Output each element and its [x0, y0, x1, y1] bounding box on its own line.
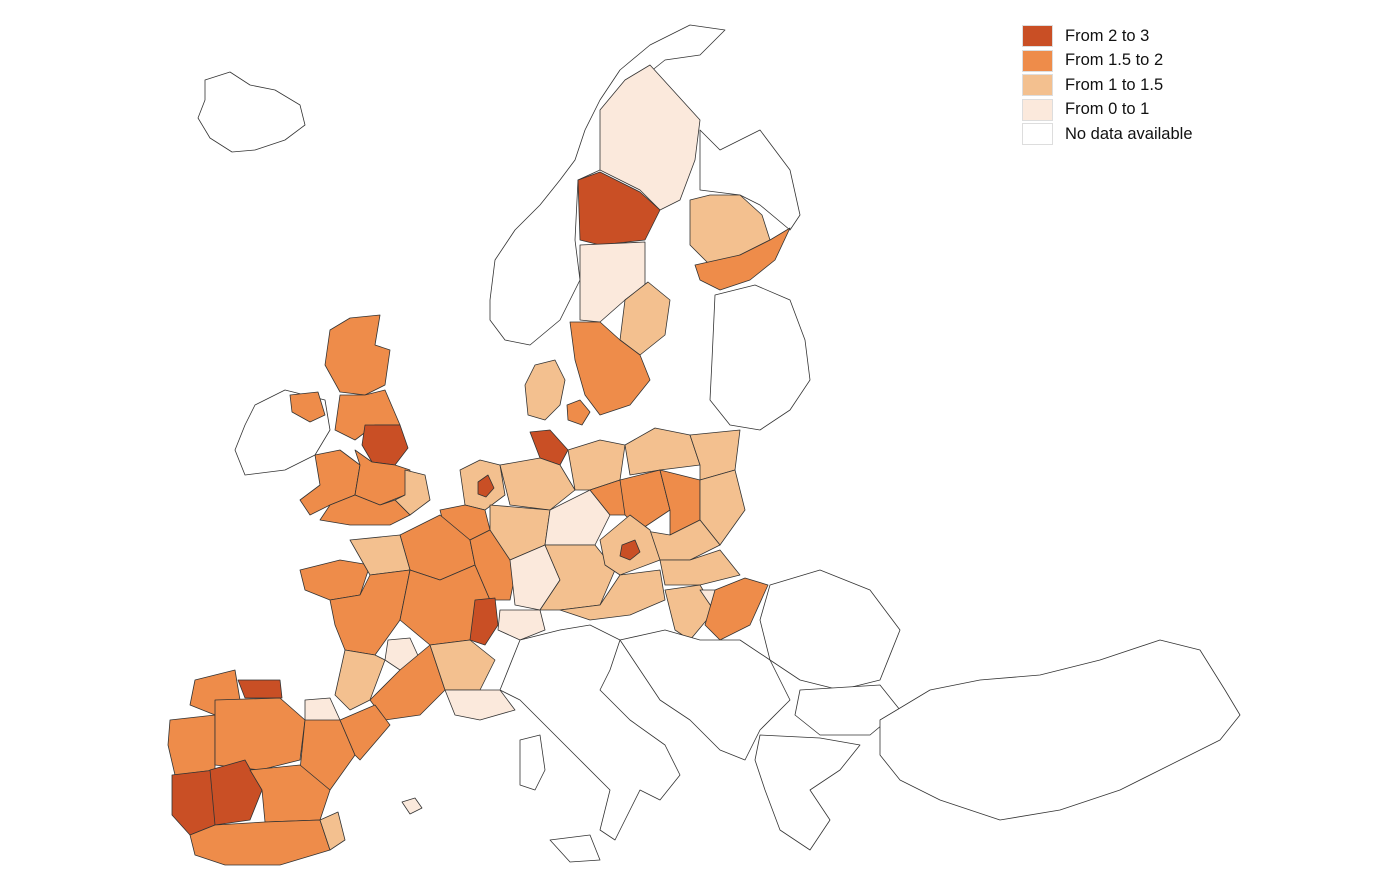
region-lisbon: [171, 769, 216, 836]
region-turkey: [879, 639, 1241, 821]
legend-label: From 0 to 1: [1065, 100, 1150, 119]
region-northeast-england: [361, 424, 409, 466]
region-brittany: [299, 559, 371, 601]
region-sicily: [549, 834, 601, 863]
legend: From 2 to 3 From 1.5 to 2 From 1 to 1.5 …: [1022, 24, 1193, 147]
region-upper-norrland: [599, 64, 701, 211]
region-rhone-alpes: [429, 639, 496, 691]
legend-swatch: [1022, 49, 1053, 72]
legend-label: From 1 to 1.5: [1065, 75, 1164, 94]
region-denmark: [524, 359, 566, 421]
region-hungary-west: [664, 584, 716, 641]
region-scotland: [324, 314, 391, 396]
region-sardinia: [519, 734, 546, 791]
legend-item: From 2 to 3: [1022, 24, 1193, 49]
region-west-poland: [619, 469, 671, 531]
region-basque: [237, 679, 283, 699]
region-slovakia: [659, 549, 741, 586]
region-romania: [759, 569, 901, 691]
region-italy: [499, 624, 681, 841]
legend-swatch: [1022, 98, 1053, 121]
legend-swatch: [1022, 25, 1053, 48]
legend-item: From 0 to 1: [1022, 98, 1193, 123]
legend-label: No data available: [1065, 124, 1193, 143]
region-bulgaria: [794, 684, 901, 736]
region-austria: [559, 569, 666, 621]
region-pomerania: [624, 427, 701, 476]
region-extremadura: [209, 759, 263, 826]
region-prague: [619, 539, 641, 561]
region-finland-north: [699, 129, 801, 231]
region-murcia: [319, 811, 346, 851]
region-norway: [489, 24, 726, 346]
legend-item: From 1.5 to 2: [1022, 49, 1193, 74]
region-north-germany: [499, 457, 576, 511]
region-balearic: [401, 797, 423, 815]
region-iceland: [197, 71, 306, 153]
region-castile-leon: [214, 697, 306, 771]
legend-item: From 1 to 1.5: [1022, 73, 1193, 98]
region-greece: [754, 734, 861, 851]
region-zealand: [566, 399, 591, 426]
region-balkans: [619, 629, 791, 761]
region-north-portugal: [167, 714, 216, 776]
region-catalonia: [339, 704, 391, 761]
region-franche-comte: [469, 597, 499, 646]
region-amsterdam: [477, 474, 495, 498]
region-andalusia: [189, 819, 331, 866]
region-south-sweden: [569, 321, 651, 416]
region-ireland-east: [289, 391, 326, 423]
legend-swatch: [1022, 74, 1053, 97]
legend-label: From 1.5 to 2: [1065, 51, 1164, 70]
region-east-poland: [699, 469, 746, 546]
legend-item: No data available: [1022, 122, 1193, 147]
legend-swatch: [1022, 123, 1053, 146]
legend-label: From 2 to 3: [1065, 26, 1150, 45]
region-provence: [444, 689, 516, 721]
region-south-england: [319, 494, 411, 526]
region-middle-norrland: [577, 171, 661, 246]
region-aragon: [299, 719, 356, 791]
region-hamburg-schleswig: [529, 429, 569, 466]
region-finland-south: [694, 227, 791, 291]
region-baltics: [709, 284, 811, 431]
region-central-germany: [544, 489, 611, 546]
region-switzerland: [497, 609, 546, 641]
region-hungary-east: [704, 577, 769, 641]
